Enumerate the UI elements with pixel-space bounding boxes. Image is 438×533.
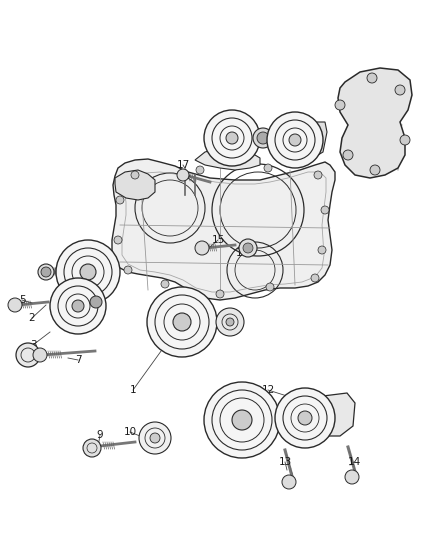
Text: 18: 18	[215, 123, 229, 133]
Text: 5: 5	[19, 295, 25, 305]
Text: 7: 7	[75, 355, 81, 365]
Circle shape	[266, 283, 274, 291]
Circle shape	[243, 243, 253, 253]
Circle shape	[38, 264, 54, 280]
Circle shape	[239, 239, 257, 257]
Circle shape	[8, 298, 22, 312]
Circle shape	[216, 308, 244, 336]
Circle shape	[177, 169, 189, 181]
Circle shape	[56, 240, 120, 304]
Circle shape	[41, 267, 51, 277]
Circle shape	[204, 382, 280, 458]
Circle shape	[50, 278, 106, 334]
Text: 4: 4	[92, 267, 98, 277]
Polygon shape	[195, 148, 260, 170]
Circle shape	[289, 134, 301, 146]
Polygon shape	[338, 68, 412, 178]
Circle shape	[195, 241, 209, 255]
Circle shape	[161, 280, 169, 288]
Text: 10: 10	[124, 427, 137, 437]
Circle shape	[150, 433, 160, 443]
Circle shape	[216, 290, 224, 298]
Circle shape	[124, 266, 132, 274]
Text: 12: 12	[261, 385, 275, 395]
Circle shape	[90, 296, 102, 308]
Polygon shape	[112, 159, 335, 300]
Polygon shape	[305, 393, 355, 436]
Circle shape	[370, 165, 380, 175]
Circle shape	[343, 150, 353, 160]
Polygon shape	[115, 170, 155, 200]
Text: 15: 15	[212, 235, 225, 245]
Circle shape	[395, 85, 405, 95]
Text: 1: 1	[130, 385, 136, 395]
Text: 14: 14	[347, 457, 360, 467]
Circle shape	[204, 110, 260, 166]
Circle shape	[33, 348, 47, 362]
Circle shape	[196, 166, 204, 174]
Text: 16: 16	[235, 248, 249, 258]
Circle shape	[226, 132, 238, 144]
Circle shape	[311, 274, 319, 282]
Circle shape	[314, 171, 322, 179]
Circle shape	[147, 287, 217, 357]
Circle shape	[131, 171, 139, 179]
Circle shape	[298, 411, 312, 425]
Circle shape	[72, 300, 84, 312]
Circle shape	[345, 470, 359, 484]
Circle shape	[282, 475, 296, 489]
Text: 11: 11	[219, 410, 232, 420]
Circle shape	[267, 112, 323, 168]
Circle shape	[116, 196, 124, 204]
Circle shape	[80, 264, 96, 280]
Circle shape	[173, 313, 191, 331]
Circle shape	[83, 439, 101, 457]
Circle shape	[114, 236, 122, 244]
Text: 8: 8	[215, 318, 221, 328]
Text: 9: 9	[97, 430, 103, 440]
Text: 3: 3	[30, 340, 36, 350]
Polygon shape	[70, 288, 100, 318]
Text: 6: 6	[27, 355, 33, 365]
Circle shape	[335, 100, 345, 110]
Circle shape	[318, 246, 326, 254]
Text: 2: 2	[28, 313, 35, 323]
Circle shape	[367, 73, 377, 83]
Text: 13: 13	[279, 457, 292, 467]
Circle shape	[257, 132, 269, 144]
Text: 17: 17	[177, 160, 190, 170]
Text: 1: 1	[193, 300, 199, 310]
Circle shape	[226, 318, 234, 326]
Text: 19: 19	[245, 123, 258, 133]
Circle shape	[275, 388, 335, 448]
Circle shape	[16, 343, 40, 367]
Circle shape	[321, 206, 329, 214]
Circle shape	[139, 422, 171, 454]
Circle shape	[253, 128, 273, 148]
Circle shape	[264, 164, 272, 172]
Polygon shape	[303, 122, 327, 158]
Circle shape	[232, 410, 252, 430]
Text: 20: 20	[298, 115, 311, 125]
Circle shape	[400, 135, 410, 145]
